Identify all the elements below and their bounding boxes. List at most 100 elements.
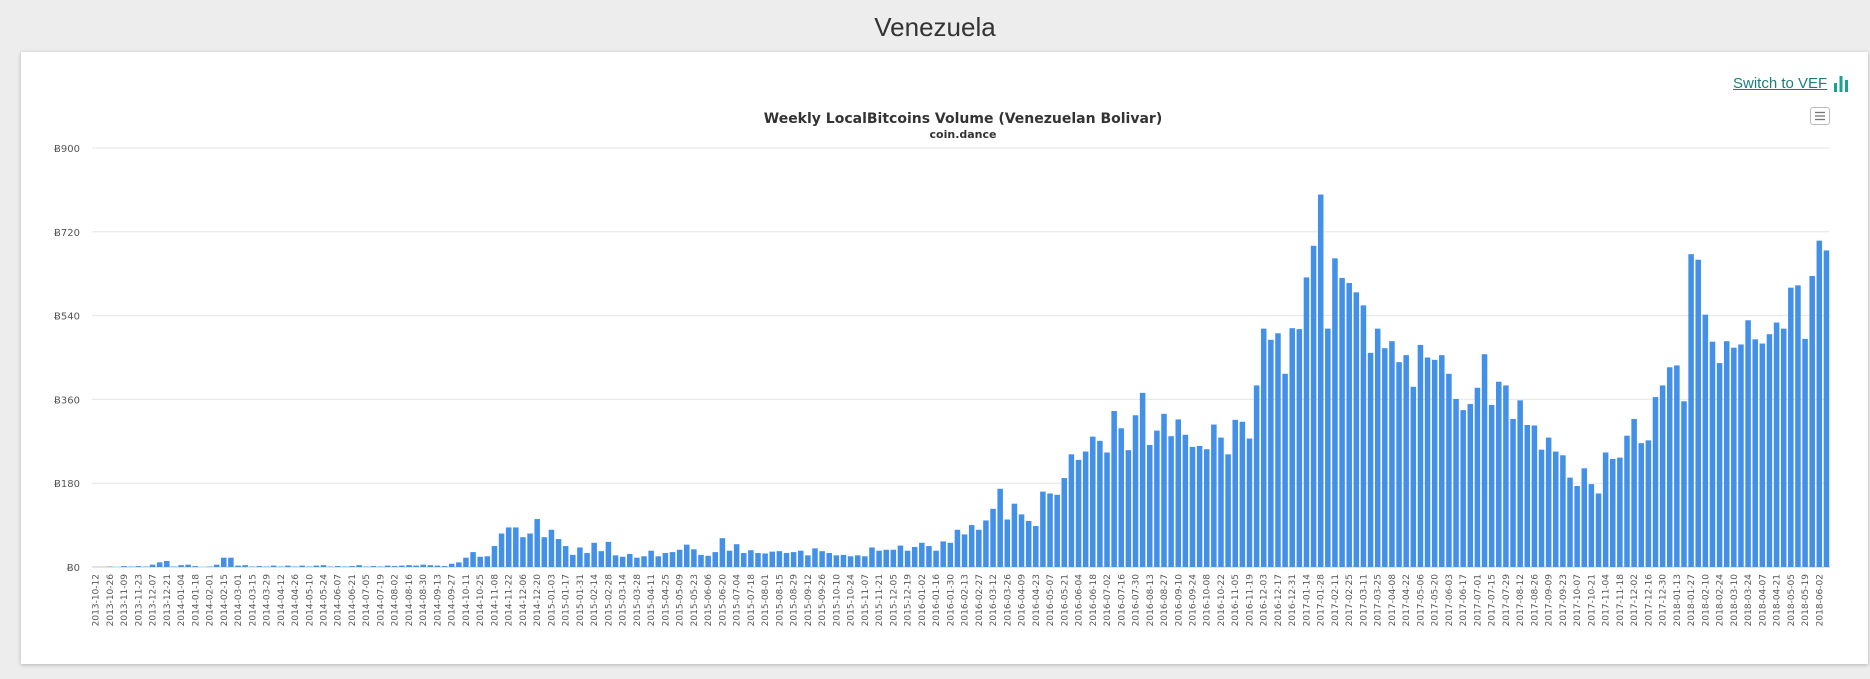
bar[interactable] bbox=[242, 565, 248, 567]
bar[interactable] bbox=[691, 549, 697, 567]
bar[interactable] bbox=[876, 550, 882, 567]
bar[interactable] bbox=[484, 556, 491, 567]
bar[interactable] bbox=[883, 549, 889, 567]
bar[interactable] bbox=[591, 542, 597, 567]
bar[interactable] bbox=[1104, 452, 1110, 567]
bar[interactable] bbox=[1168, 436, 1174, 567]
bar[interactable] bbox=[1196, 445, 1203, 567]
bar[interactable] bbox=[1161, 413, 1167, 567]
bar[interactable] bbox=[1588, 484, 1595, 567]
bar[interactable] bbox=[1382, 348, 1388, 567]
bar[interactable] bbox=[1595, 493, 1602, 567]
bar[interactable] bbox=[1560, 455, 1566, 567]
bar[interactable] bbox=[833, 555, 840, 567]
bar[interactable] bbox=[1182, 434, 1189, 567]
bar[interactable] bbox=[1396, 362, 1402, 567]
bar[interactable] bbox=[598, 551, 605, 567]
bar[interactable] bbox=[1674, 365, 1680, 567]
bar[interactable] bbox=[1125, 450, 1132, 567]
bar[interactable] bbox=[1325, 328, 1331, 567]
bar[interactable] bbox=[1567, 477, 1573, 567]
bar[interactable] bbox=[149, 564, 156, 567]
bar[interactable] bbox=[555, 539, 562, 567]
bar[interactable] bbox=[712, 552, 719, 567]
bar[interactable] bbox=[1147, 445, 1153, 567]
bar[interactable] bbox=[655, 556, 662, 567]
bar[interactable] bbox=[1659, 385, 1666, 567]
bar[interactable] bbox=[1068, 454, 1075, 567]
bar[interactable] bbox=[1090, 436, 1096, 567]
bar[interactable] bbox=[783, 553, 790, 567]
bar[interactable] bbox=[413, 565, 419, 567]
bar[interactable] bbox=[1047, 493, 1053, 567]
bar[interactable] bbox=[812, 548, 818, 567]
bar[interactable] bbox=[185, 564, 191, 567]
bar[interactable] bbox=[1766, 334, 1773, 567]
bar[interactable] bbox=[1339, 277, 1345, 567]
bar[interactable] bbox=[726, 550, 733, 567]
bar[interactable] bbox=[705, 555, 711, 567]
bar[interactable] bbox=[406, 565, 412, 567]
bar[interactable] bbox=[1602, 452, 1609, 567]
bar[interactable] bbox=[1317, 194, 1324, 567]
bar[interactable] bbox=[349, 566, 355, 567]
bar[interactable] bbox=[1439, 355, 1445, 567]
bar[interactable] bbox=[1503, 385, 1509, 567]
bar[interactable] bbox=[384, 565, 391, 567]
bar[interactable] bbox=[1773, 322, 1780, 567]
bar[interactable] bbox=[1203, 449, 1210, 567]
bar[interactable] bbox=[1788, 287, 1794, 567]
bar[interactable] bbox=[570, 554, 576, 567]
bar[interactable] bbox=[270, 565, 277, 567]
bar[interactable] bbox=[370, 566, 377, 567]
bar[interactable] bbox=[1816, 240, 1823, 567]
bar[interactable] bbox=[1061, 478, 1068, 567]
bar[interactable] bbox=[456, 562, 462, 567]
bar[interactable] bbox=[968, 525, 975, 567]
switch-currency-link[interactable]: Switch to VEF bbox=[1733, 74, 1849, 92]
bar[interactable] bbox=[1681, 401, 1687, 567]
bar[interactable] bbox=[1118, 428, 1125, 567]
bar[interactable] bbox=[1609, 458, 1616, 567]
bar[interactable] bbox=[1481, 354, 1488, 567]
bar[interactable] bbox=[192, 566, 199, 567]
bar[interactable] bbox=[961, 534, 968, 567]
bar[interactable] bbox=[733, 544, 740, 567]
bar[interactable] bbox=[1424, 357, 1431, 568]
bar[interactable] bbox=[1460, 410, 1466, 567]
bar[interactable] bbox=[1004, 519, 1011, 567]
bar[interactable] bbox=[1139, 392, 1146, 567]
bar[interactable] bbox=[299, 565, 305, 567]
bar[interactable] bbox=[676, 549, 683, 567]
bar[interactable] bbox=[1225, 454, 1231, 567]
bar[interactable] bbox=[1688, 254, 1694, 567]
bar[interactable] bbox=[584, 553, 590, 567]
bar[interactable] bbox=[1752, 339, 1758, 567]
bar[interactable] bbox=[890, 549, 897, 567]
bar[interactable] bbox=[1453, 398, 1459, 567]
bar[interactable] bbox=[313, 565, 320, 567]
bar[interactable] bbox=[477, 556, 483, 567]
bar[interactable] bbox=[776, 551, 783, 567]
bar[interactable] bbox=[427, 565, 434, 567]
bar[interactable] bbox=[1545, 437, 1552, 567]
bar[interactable] bbox=[1723, 341, 1730, 567]
bar[interactable] bbox=[1496, 381, 1502, 567]
bar[interactable] bbox=[1175, 419, 1182, 567]
bar[interactable] bbox=[1631, 418, 1637, 567]
bar[interactable] bbox=[1795, 285, 1801, 567]
bar[interactable] bbox=[1738, 344, 1744, 567]
bar[interactable] bbox=[1296, 329, 1303, 567]
bar[interactable] bbox=[1111, 411, 1117, 567]
bar[interactable] bbox=[1802, 338, 1808, 567]
bar[interactable] bbox=[1054, 494, 1060, 567]
bar[interactable] bbox=[1154, 430, 1160, 567]
bar[interactable] bbox=[1310, 245, 1317, 567]
bar[interactable] bbox=[1809, 276, 1815, 567]
bar[interactable] bbox=[947, 542, 954, 567]
bar[interactable] bbox=[399, 565, 405, 567]
bar[interactable] bbox=[548, 529, 555, 567]
bar[interactable] bbox=[1332, 258, 1338, 567]
bar[interactable] bbox=[1574, 485, 1580, 567]
bar[interactable] bbox=[940, 541, 946, 567]
